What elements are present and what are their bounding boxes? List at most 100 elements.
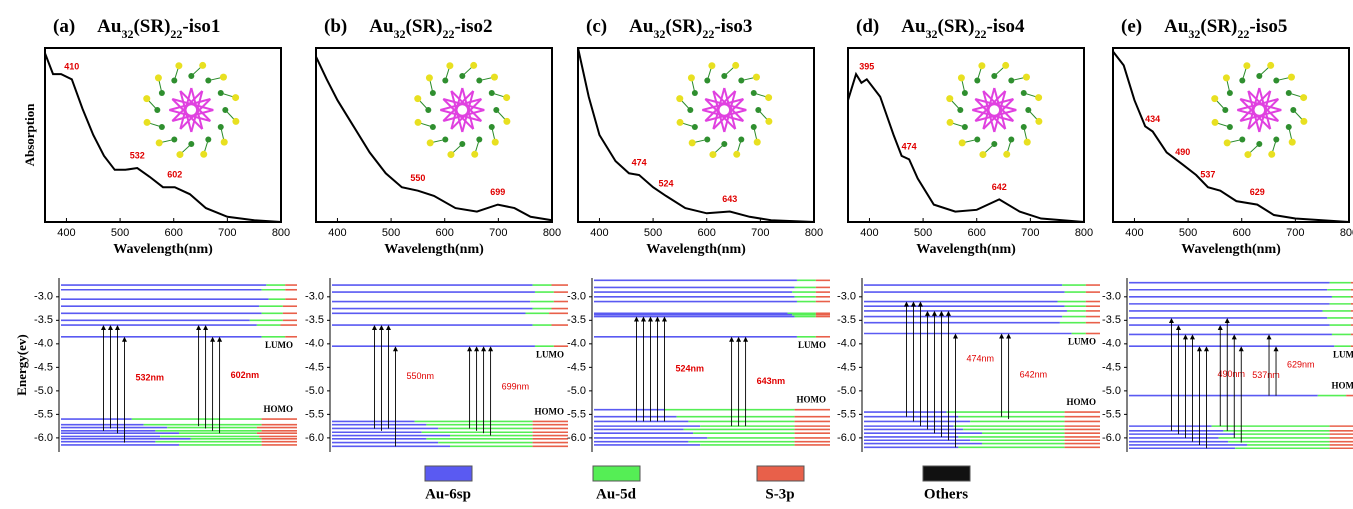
x-axis-label: Wavelength(nm) xyxy=(1181,242,1281,257)
y-tick-label: -5.5 xyxy=(1102,408,1121,420)
molecule-atom xyxy=(732,62,739,69)
molecule-atom xyxy=(430,90,436,96)
molecule-atom xyxy=(476,78,482,84)
molecule-atom xyxy=(1243,62,1250,69)
y-tick-label: -5.5 xyxy=(837,408,856,420)
peak-label: 410 xyxy=(64,62,79,72)
molecule-atom xyxy=(704,136,710,142)
molecule-atom xyxy=(1223,74,1230,81)
lumo-label: LUMO xyxy=(536,349,564,359)
y-tick-label: -4.5 xyxy=(34,361,53,373)
molecule-atom xyxy=(962,90,968,96)
homo-label: HOMO xyxy=(1332,381,1353,391)
title-part: Au xyxy=(97,16,122,37)
title-part: Au xyxy=(901,16,926,37)
molecule-atom xyxy=(1035,94,1042,101)
title-part: (SR) xyxy=(665,16,702,37)
peak-label: 643 xyxy=(722,194,737,204)
molecule-atom xyxy=(979,151,986,158)
peak-label: 629 xyxy=(1250,187,1265,197)
y-tick-label: -3.5 xyxy=(837,314,856,326)
molecule-atom xyxy=(220,74,227,81)
peak-label: 395 xyxy=(859,62,874,72)
molecule-atom xyxy=(221,139,228,146)
panel-title: (a)Au32(SR)22-iso1 xyxy=(53,16,220,40)
y-tick-label: -5.0 xyxy=(567,385,586,397)
molecule-atom xyxy=(974,78,980,84)
x-tick-label: 800 xyxy=(805,227,823,239)
molecule-atom xyxy=(503,118,510,125)
molecule-atom xyxy=(1008,136,1014,142)
homo-label: HOMO xyxy=(1067,397,1097,407)
transition-label: 550nm xyxy=(406,371,434,381)
molecule-atom xyxy=(1288,74,1295,81)
panel-title: (b)Au32(SR)22-iso2 xyxy=(324,16,492,40)
transition-label: 524nm xyxy=(675,363,704,373)
legend-swatch xyxy=(757,466,804,481)
molecule-atom xyxy=(1023,74,1030,81)
y-tick-label: -4.5 xyxy=(1102,361,1121,373)
molecule-atom xyxy=(991,141,997,147)
y-tick-label: -3.5 xyxy=(305,314,324,326)
x-tick-label: 600 xyxy=(968,227,986,239)
transition-label: 474nm xyxy=(966,353,994,363)
molecule-atom xyxy=(721,73,727,79)
y-tick-label: -4.5 xyxy=(305,361,324,373)
lumo-label: LUMO xyxy=(798,340,826,350)
molecule-atom xyxy=(415,119,422,126)
x-tick-label: 800 xyxy=(543,227,561,239)
molecule-atom xyxy=(1021,90,1027,96)
panel-label: (b) xyxy=(324,16,347,37)
molecule-atom xyxy=(721,141,727,147)
y-tick-label: -6.0 xyxy=(1102,432,1121,444)
molecule-atom xyxy=(958,74,965,81)
molecule-atom xyxy=(476,136,482,142)
molecule-atom xyxy=(459,141,465,147)
molecule-atom xyxy=(991,73,997,79)
plot-frame xyxy=(848,48,1084,222)
molecule-atom xyxy=(1025,107,1031,113)
title-part: Au xyxy=(1164,16,1189,37)
y-tick-label: -3.5 xyxy=(1102,314,1121,326)
x-tick-label: 600 xyxy=(1233,227,1251,239)
title-part: -iso5 xyxy=(1249,16,1287,37)
molecule-atom xyxy=(232,118,239,125)
molecule-atom xyxy=(755,107,761,113)
molecule-atom xyxy=(1244,151,1251,158)
title-part: (SR) xyxy=(406,16,443,37)
molecule-atom xyxy=(709,151,716,158)
molecule-atom xyxy=(442,136,448,142)
molecule-atom xyxy=(205,78,211,84)
panel-title: (d)Au32(SR)22-iso4 xyxy=(856,16,1025,40)
molecule-atom xyxy=(1239,78,1245,84)
molecule-atom xyxy=(156,139,163,146)
peak-label: 474 xyxy=(902,142,917,152)
spectrum-line xyxy=(1113,51,1349,222)
transition-label: 602nm xyxy=(231,370,260,380)
title-part: -iso1 xyxy=(182,16,220,37)
title-part: Au xyxy=(369,16,394,37)
molecule-atom xyxy=(154,107,160,113)
molecule-atom xyxy=(1021,124,1027,130)
molecule-atom xyxy=(1003,151,1010,158)
legend-swatch xyxy=(593,466,640,481)
molecule-atom xyxy=(1008,78,1014,84)
legend-swatch xyxy=(425,466,472,481)
molecule-atom xyxy=(1300,94,1307,101)
x-axis-label: Wavelength(nm) xyxy=(646,242,746,257)
molecule-atom xyxy=(1035,118,1042,125)
title-part: 22 xyxy=(974,27,986,41)
homo-label: HOMO xyxy=(797,395,827,405)
x-tick-label: 700 xyxy=(751,227,769,239)
y-tick-label: -6.0 xyxy=(837,432,856,444)
molecule-atom xyxy=(232,94,239,101)
x-tick-label: 600 xyxy=(165,227,183,239)
x-tick-label: 600 xyxy=(698,227,716,239)
molecule-atom xyxy=(1300,118,1307,125)
legend-label: S-3p xyxy=(765,486,794,502)
molecule-atom xyxy=(171,136,177,142)
plot-frame xyxy=(578,48,814,222)
homo-label: HOMO xyxy=(264,404,294,414)
x-axis-label: Wavelength(nm) xyxy=(384,242,484,257)
lumo-label: LUMO xyxy=(1333,349,1353,359)
